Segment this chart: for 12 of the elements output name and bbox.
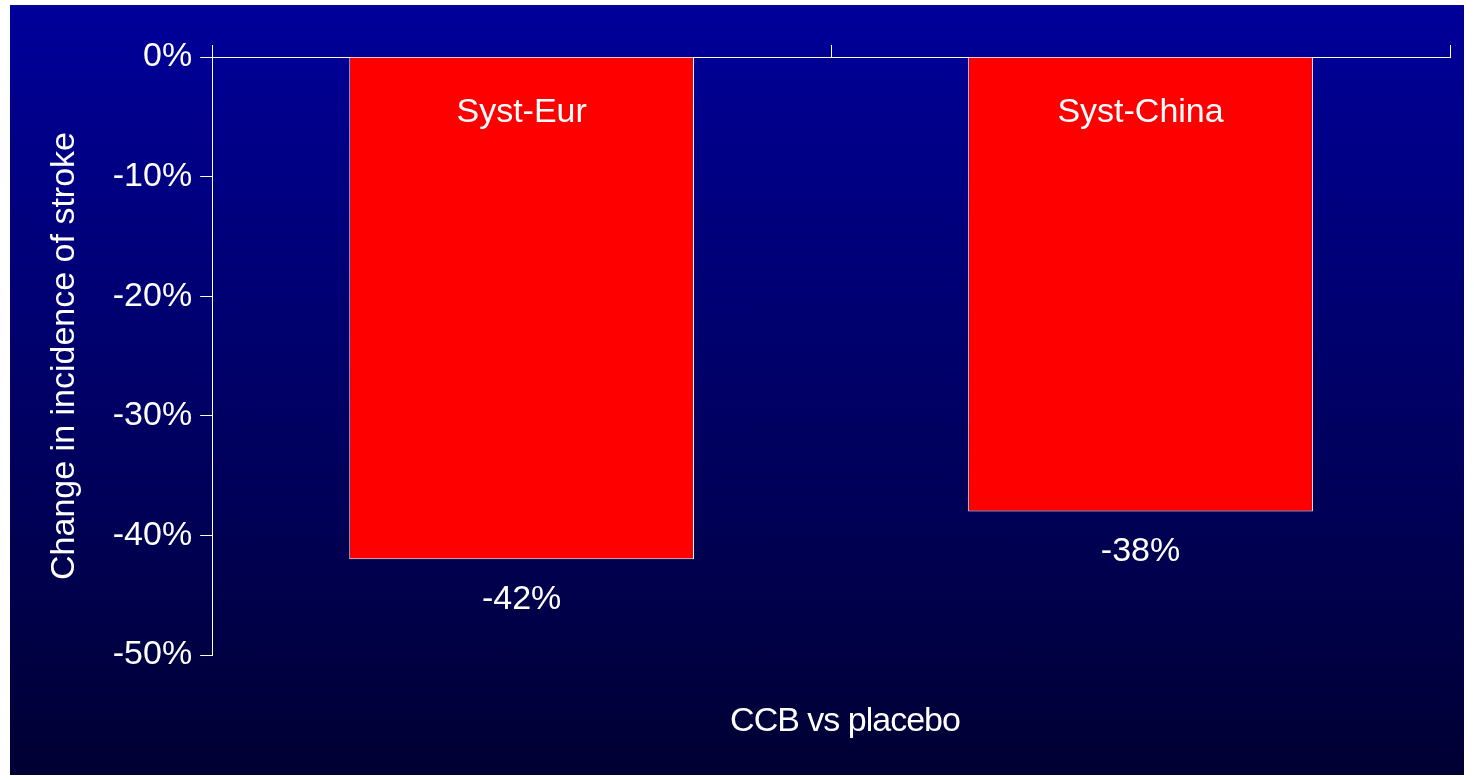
y-tick-label: 0% [143,35,193,74]
y-axis-title: Change in incidence of stroke [42,132,81,580]
x-axis-title: CCB vs placebo [729,700,961,739]
data-label: -42% [481,577,562,616]
y-tick-label: -50% [112,633,193,672]
x-tick-label: Syst-China [1057,90,1224,129]
x-tick-label: Syst-Eur [456,90,587,129]
y-tick-label: -20% [112,274,193,313]
data-label: -38% [1100,529,1181,568]
y-tick-label: -10% [112,154,193,193]
y-tick-label: -40% [112,513,193,552]
y-tick-label: -30% [112,394,193,433]
